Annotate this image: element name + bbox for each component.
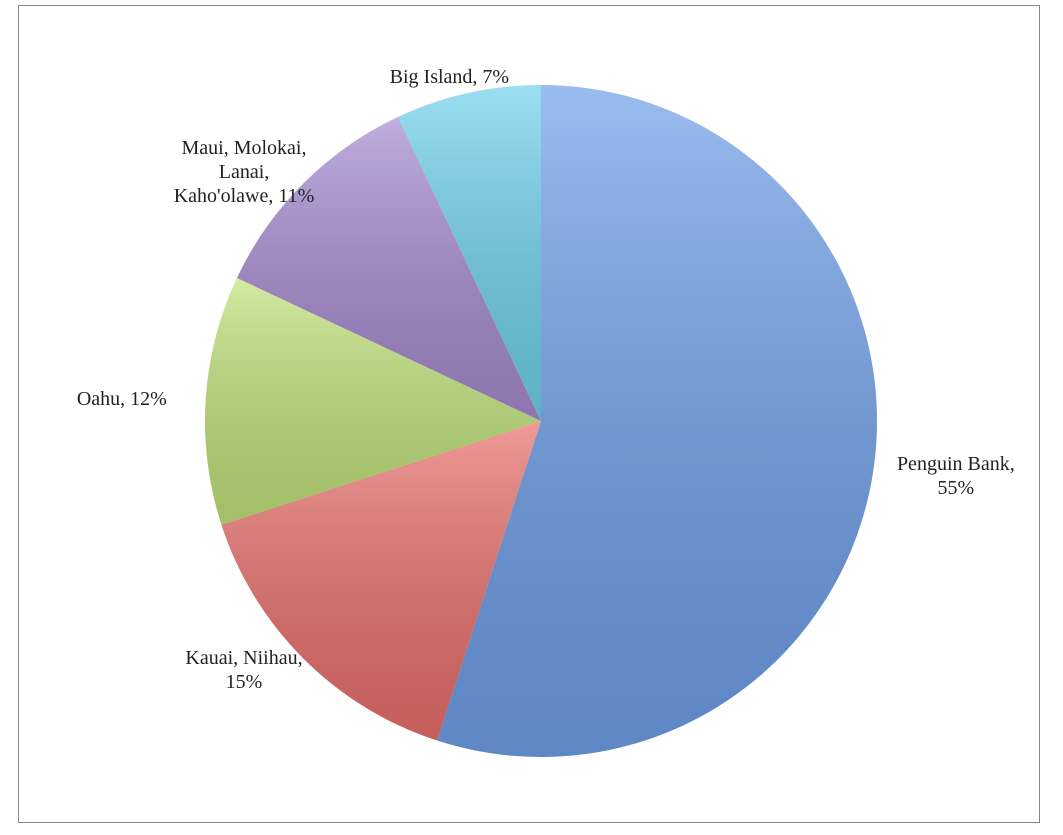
slice-group — [221, 421, 541, 741]
data-label: Oahu, 12% — [76, 387, 167, 410]
slice-group — [437, 85, 877, 758]
slice-shading — [236, 116, 542, 421]
slice-shading — [437, 85, 877, 758]
slice-group — [205, 277, 542, 525]
data-label: Maui, Molokai, Lanai, Kaho'olawe, 11% — [173, 136, 315, 207]
data-label: Penguin Bank, 55% — [896, 453, 1015, 500]
chart-frame — [18, 5, 1040, 823]
slice-group — [397, 85, 541, 421]
data-label: Kauai, Niihau, 15% — [185, 647, 303, 694]
slice-shading — [221, 421, 541, 741]
data-label: Big Island, 7% — [389, 65, 510, 88]
slice-shading — [205, 277, 542, 525]
slice-shading — [397, 85, 541, 421]
slice-group — [236, 116, 542, 421]
